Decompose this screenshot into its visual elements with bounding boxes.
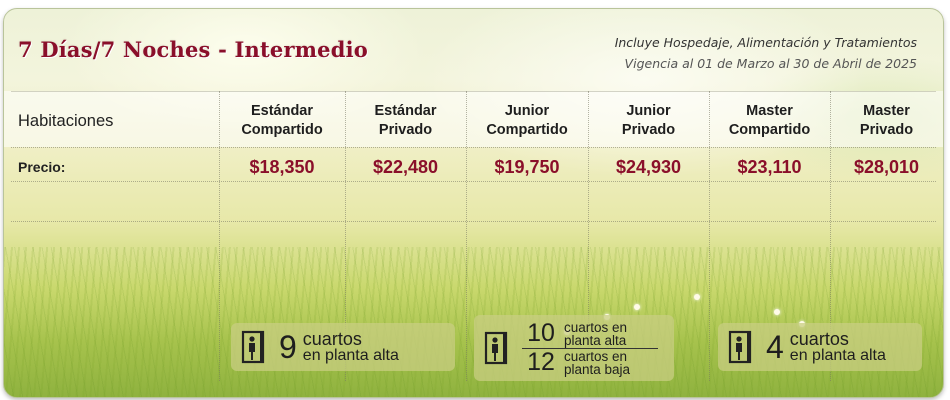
table-top-line [11,91,936,92]
upper-floor-row: 10 cuartos en planta alta [522,319,658,348]
package-card: 7 Días/7 Noches - Intermedio Incluye Hos… [3,8,944,398]
column-divider [466,91,467,381]
column-header-line: Master [746,103,793,119]
column-header-line: Estándar [250,103,314,119]
column-header-line: Compartido [486,122,568,138]
column-divider [588,91,589,381]
grass-background [4,247,943,397]
room-description: cuartos en planta alta [303,330,399,364]
price-master-compartido: $23,110 [737,157,802,177]
column-header-master-compartido: Master Compartido [709,102,830,140]
junior-rooms-badge: 10 cuartos en planta alta 12 cuartos en … [474,315,674,381]
column-divider [709,91,710,381]
column-header-line: Estándar [374,103,437,119]
column-header-line: Privado [378,122,433,138]
flower-decoration [774,309,780,315]
package-title: 7 Días/7 Noches - Intermedio [18,37,368,62]
room-description-line: en planta alta [302,347,399,364]
room-description-line: cuartos [789,329,849,349]
flower-decoration [634,304,640,310]
room-count: 9 [279,329,297,365]
room-count: 12 [527,348,555,376]
price-junior-privado: $24,930 [615,157,682,177]
column-header-line: Compartido [241,122,323,138]
validity-text: Vigencia al 01 de Marzo al 30 de Abril d… [624,56,917,71]
room-count: 10 [527,319,555,347]
room-description-line: cuartos en [564,348,628,364]
column-divider [219,91,220,381]
includes-text: Incluye Hospedaje, Alimentación y Tratam… [614,35,917,50]
room-description-line: planta alta [564,332,627,348]
room-description-line: planta baja [564,361,631,377]
column-header-junior-privado: Junior Privado [588,102,709,140]
price-estandar-privado: $22,480 [372,157,439,177]
column-header-line: Master [863,103,910,119]
price-label: Precio: [18,159,66,175]
column-header-junior-compartido: Junior Compartido [466,102,588,140]
room-description-line: en planta alta [789,347,886,364]
row-divider [11,147,936,148]
column-header-master-privado: Master Privado [830,102,943,140]
column-header-line: Junior [504,103,550,119]
price-estandar-compartido: $18,350 [249,157,315,177]
price-junior-compartido: $19,750 [494,157,560,177]
estandar-rooms-badge: 9 cuartos en planta alta [231,323,455,371]
row-divider [11,221,936,222]
room-description: cuartos en planta alta [564,319,628,348]
column-header-line: Privado [621,122,676,138]
price-master-privado: $28,010 [853,157,920,177]
header-band [4,91,943,147]
column-header-line: Junior [626,103,671,119]
room-description: cuartos en planta baja [564,348,631,377]
column-header-line: Compartido [728,122,811,138]
room-count: 4 [766,329,784,365]
column-header-line: Privado [859,122,914,138]
door-person-icon [484,331,508,365]
room-description: cuartos en planta alta [790,330,886,364]
column-divider [830,91,831,381]
row-divider [11,181,936,182]
door-person-icon [728,330,752,364]
flower-decoration [694,294,700,300]
rooms-label: Habitaciones [18,112,114,130]
lower-floor-row: 12 cuartos en planta baja [522,348,658,377]
master-rooms-badge: 4 cuartos en planta alta [718,323,922,371]
column-header-estandar-privado: Estándar Privado [345,102,466,140]
column-divider [345,91,346,381]
room-description-line: cuartos en [564,319,628,335]
floor-split: 10 cuartos en planta alta 12 cuartos en … [522,319,658,377]
door-person-icon [241,330,265,364]
column-header-estandar-compartido: Estándar Compartido [219,102,345,140]
room-description-line: cuartos [302,329,362,349]
floor-divider [522,347,658,349]
